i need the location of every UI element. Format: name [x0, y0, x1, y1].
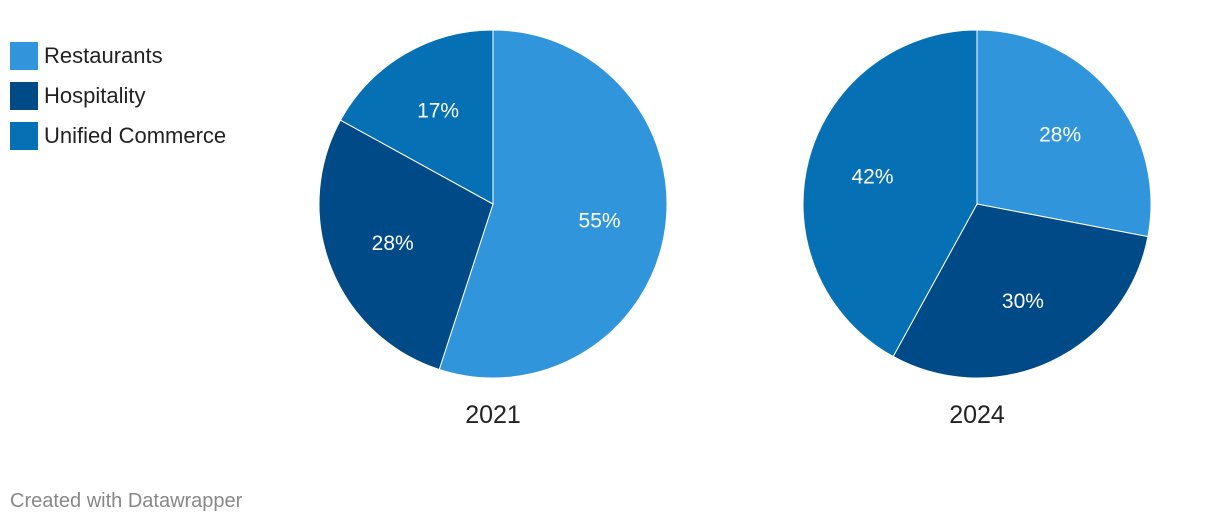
slice-label-hospitality: 28% [372, 232, 414, 255]
pie-slice-restaurants [976, 29, 1152, 238]
legend-swatch-unified-commerce [10, 122, 38, 150]
slice-label-unified-commerce: 17% [417, 100, 459, 123]
legend-swatch-restaurants [10, 42, 38, 70]
slice-label-hospitality: 30% [1002, 290, 1044, 313]
chart-title-2021: 2021 [465, 401, 521, 429]
legend-item-unified-commerce: Unified Commerce [10, 122, 310, 150]
pie-slice-hospitality [318, 119, 494, 370]
legend-swatch-hospitality [10, 82, 38, 110]
pie-chart-2021: 55% 28% 17% 2021 [318, 29, 668, 429]
pie-slice-unified-commerce [340, 29, 494, 205]
pie-slice-unified-commerce [802, 29, 978, 357]
legend-label-unified-commerce: Unified Commerce [44, 123, 227, 148]
chart-title-2024: 2024 [949, 401, 1005, 429]
pie-slice-restaurants [438, 29, 668, 379]
chart-legend: Restaurants Hospitality Unified Commerce [10, 42, 310, 162]
slice-label-restaurants: 55% [579, 209, 621, 232]
slice-label-restaurants: 28% [1039, 124, 1081, 147]
footer-credit: Created with Datawrapper [10, 490, 243, 512]
slice-label-unified-commerce: 42% [851, 166, 893, 189]
pie-chart-2024: 28% 30% 42% 2024 [802, 29, 1152, 429]
legend-label-hospitality: Hospitality [44, 83, 146, 108]
legend-item-hospitality: Hospitality [10, 82, 310, 110]
legend-label-restaurants: Restaurants [44, 43, 163, 68]
pie-slice-hospitality [892, 203, 1149, 379]
legend-item-restaurants: Restaurants [10, 42, 310, 70]
